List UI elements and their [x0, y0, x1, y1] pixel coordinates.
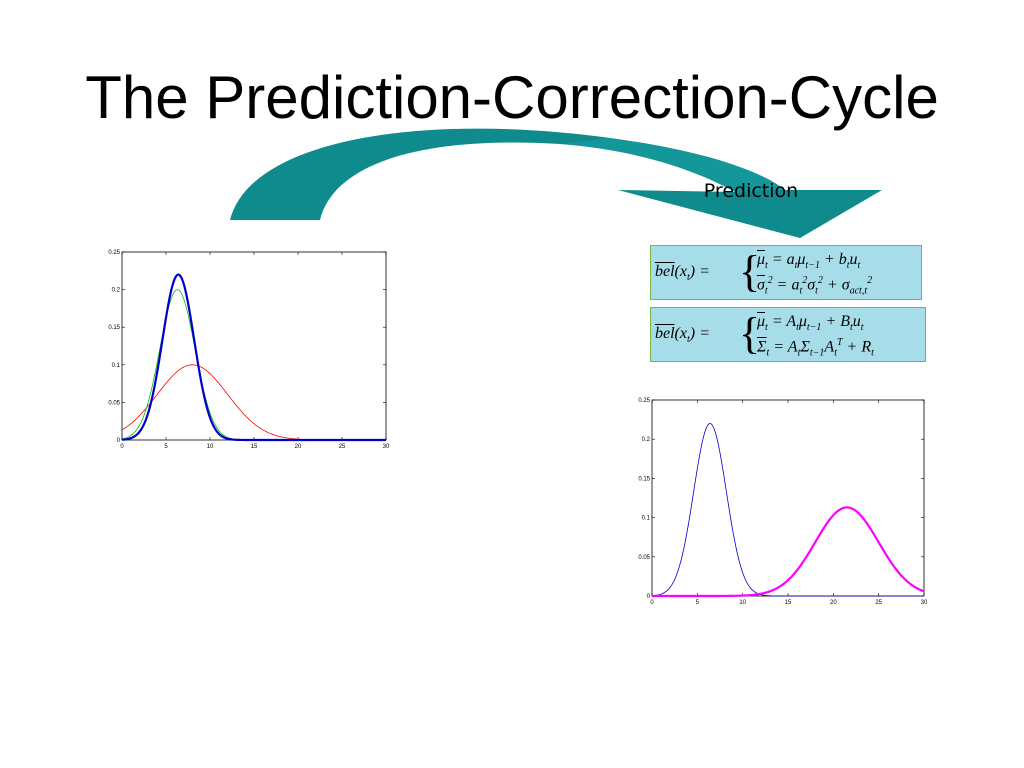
brace-icon: {	[739, 247, 761, 296]
series-line-2	[121, 273, 386, 442]
x-tick-label: 20	[295, 444, 302, 450]
formula-mean-line: μt = Atμt−1 + Btut	[757, 313, 864, 334]
y-tick-label: 0.2	[642, 437, 651, 443]
y-tick-label: 0.25	[638, 398, 650, 404]
formula-variance-line: σt2 = at2σt2 + σact,t2	[757, 275, 873, 297]
formula-lhs: bel(xt) =	[655, 325, 710, 346]
y-tick-label: 0	[117, 438, 121, 444]
x-tick-label: 10	[207, 444, 214, 450]
formula-covariance-line: Σt = AtΣt−1AtT + Rt	[757, 337, 874, 359]
y-tick-label: 0	[647, 594, 651, 600]
formula-mean-line: μt = atμt−1 + btut	[757, 251, 861, 272]
series-line-0	[121, 364, 386, 441]
x-tick-label: 5	[164, 444, 168, 450]
series-line-1	[121, 289, 386, 441]
x-tick-label: 15	[251, 444, 258, 450]
y-tick-label: 0.15	[638, 476, 650, 482]
x-tick-label: 30	[383, 444, 390, 450]
y-tick-label: 0.1	[642, 516, 651, 522]
x-tick-label: 0	[120, 444, 124, 450]
x-tick-label: 5	[696, 600, 700, 606]
x-tick-label: 30	[921, 600, 928, 606]
series-line-0	[651, 423, 924, 597]
cycle-arrow-icon	[230, 128, 882, 238]
x-tick-label: 15	[785, 600, 792, 606]
series-line-1	[652, 506, 925, 598]
y-tick-label: 0.1	[112, 363, 121, 369]
brace-icon: {	[739, 309, 761, 358]
y-tick-label: 0.05	[638, 555, 650, 561]
plot-right: 0 5 10 15 20 25 30 0 0.05 0.1 0.15 0.2 0.25	[638, 398, 928, 606]
prediction-label: Prediction	[703, 180, 799, 202]
y-tick-label: 0.25	[108, 250, 120, 256]
x-tick-label: 0	[650, 600, 654, 606]
plot-left: 0 5 10 15 20 25 30 0 0.05 0.1 0.15 0.2 0.25	[108, 250, 390, 450]
slide-title: The Prediction-Correction-Cycle	[85, 64, 939, 131]
y-tick-label: 0.2	[112, 288, 121, 294]
x-tick-label: 25	[339, 444, 346, 450]
formula-box-1d: bel(xt) = { μt = atμt−1 + btut σt2 = at2…	[650, 245, 922, 300]
x-tick-label: 25	[875, 600, 882, 606]
formula-lhs: bel(xt) =	[655, 263, 710, 284]
y-tick-label: 0.05	[108, 400, 120, 406]
x-tick-label: 10	[739, 600, 746, 606]
x-tick-label: 20	[830, 600, 837, 606]
formula-box-nd: bel(xt) = { μt = Atμt−1 + Btut Σt = AtΣt…	[650, 307, 926, 362]
y-tick-label: 0.15	[108, 325, 120, 331]
